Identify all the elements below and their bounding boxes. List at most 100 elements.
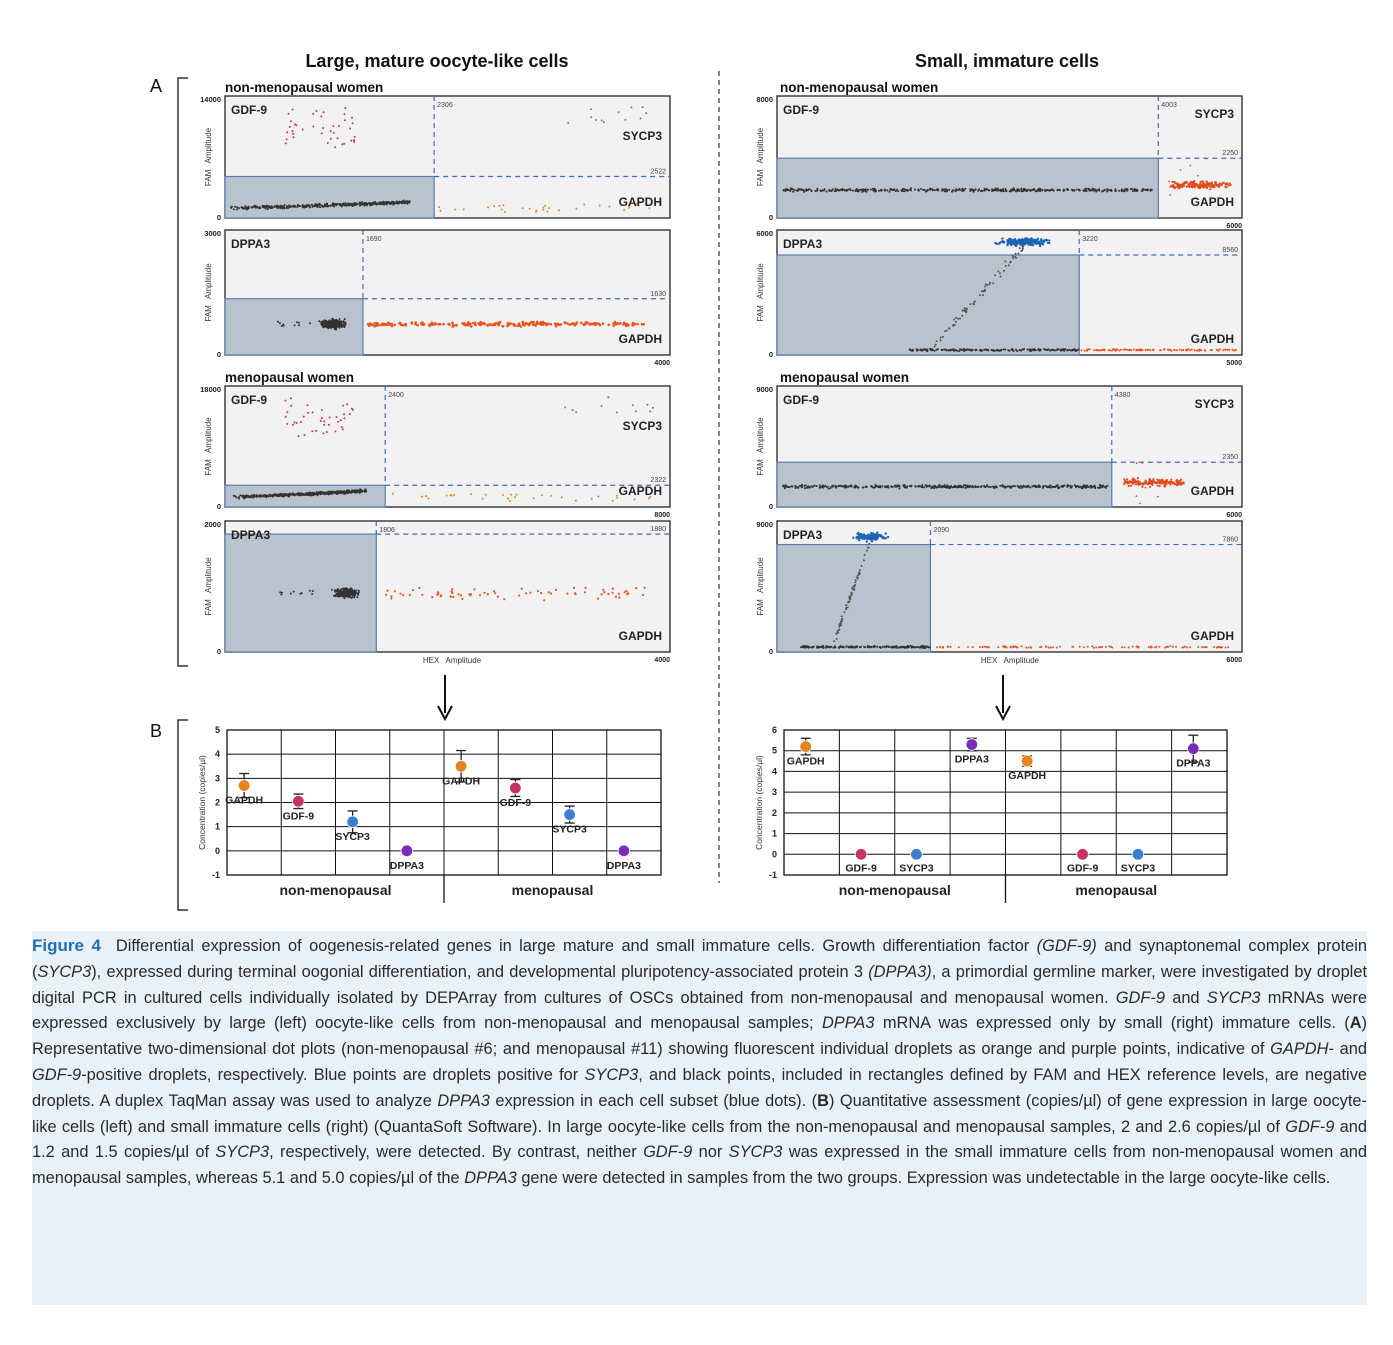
- right-conc-chart-group-label-menopausal: menopausal: [1075, 882, 1157, 898]
- droplet: [290, 404, 293, 407]
- right-conc-chart-point-dppa3: [965, 738, 979, 751]
- droplet: [280, 593, 283, 596]
- droplet: [448, 323, 451, 327]
- droplet: [350, 588, 353, 591]
- droplet: [566, 322, 569, 325]
- right-plot-2-xmax-tick: 5000: [1226, 360, 1242, 367]
- droplet: [332, 125, 335, 128]
- droplet: [1135, 495, 1138, 498]
- droplet: [325, 431, 328, 433]
- droplet: [351, 116, 353, 119]
- droplet: [933, 485, 936, 488]
- droplet: [393, 323, 397, 327]
- droplet: [239, 494, 242, 497]
- droplet: [840, 615, 843, 618]
- droplet: [1228, 348, 1231, 351]
- droplet: [297, 435, 300, 438]
- droplet: [474, 323, 477, 327]
- droplet: [955, 189, 958, 192]
- droplet: [869, 188, 872, 191]
- droplet: [1088, 348, 1091, 351]
- droplet: [791, 485, 794, 488]
- figure-caption: Figure 4 Differential expression of ooge…: [32, 933, 1367, 1192]
- droplet: [910, 189, 913, 192]
- droplet: [352, 592, 355, 595]
- droplet: [370, 323, 374, 326]
- left-conc-chart-point-dppa3: [617, 844, 631, 858]
- droplet: [865, 190, 868, 193]
- droplet: [1040, 646, 1042, 649]
- droplet: [1009, 261, 1012, 264]
- droplet: [540, 592, 543, 595]
- droplet: [354, 593, 357, 596]
- droplet: [1032, 238, 1036, 241]
- left-plot-4-droplets: [279, 586, 646, 602]
- droplet: [879, 486, 882, 489]
- droplet: [1049, 486, 1052, 489]
- droplet: [1000, 349, 1003, 352]
- droplet: [1063, 189, 1066, 192]
- droplet: [299, 493, 302, 496]
- droplet: [527, 323, 531, 327]
- droplet: [431, 596, 434, 599]
- droplet: [1134, 480, 1137, 483]
- droplet: [980, 290, 983, 293]
- left-non-menopausal-header: non-menopausal women: [225, 80, 383, 95]
- droplet: [425, 495, 428, 498]
- droplet: [571, 322, 575, 325]
- droplet: [1039, 244, 1042, 248]
- droplet: [623, 209, 626, 211]
- droplet: [995, 486, 997, 489]
- left-plot-2-xmax-tick: 4000: [654, 360, 670, 367]
- droplet: [1017, 241, 1020, 244]
- droplet: [307, 493, 310, 496]
- droplet: [1103, 189, 1106, 192]
- droplet: [431, 322, 434, 326]
- left-plot-2-vline-value: 1690: [366, 236, 382, 243]
- droplet: [622, 321, 626, 325]
- droplet: [919, 349, 922, 352]
- droplet: [322, 127, 325, 129]
- droplet: [277, 205, 280, 208]
- droplet: [1150, 646, 1153, 649]
- droplet: [886, 189, 889, 192]
- droplet: [334, 589, 337, 592]
- right-plot-4-vline-value: 2090: [933, 527, 949, 534]
- droplet: [855, 536, 858, 539]
- droplet: [998, 241, 1001, 244]
- droplet: [972, 189, 975, 192]
- droplet: [1147, 646, 1150, 649]
- droplet: [1032, 484, 1035, 487]
- droplet: [991, 190, 994, 193]
- droplet: [1163, 483, 1166, 486]
- droplet: [922, 348, 925, 351]
- droplet: [807, 485, 810, 488]
- caption-segment: - and: [1328, 1040, 1368, 1059]
- caption-segment: , and black points, included in rectangl…: [32, 1065, 1368, 1110]
- droplet: [996, 187, 999, 190]
- droplet: [336, 491, 339, 494]
- droplet: [894, 646, 896, 648]
- right-plot-1-lower-gene-label: GAPDH: [1191, 195, 1234, 209]
- droplet: [887, 645, 890, 648]
- droplet: [535, 209, 538, 212]
- droplet: [633, 498, 636, 501]
- droplet: [1170, 478, 1173, 481]
- droplet: [324, 205, 327, 208]
- droplet: [264, 494, 267, 497]
- droplet: [341, 143, 344, 146]
- droplet: [603, 591, 606, 594]
- droplet: [1203, 184, 1206, 187]
- droplet: [1158, 484, 1161, 487]
- droplet: [1058, 189, 1061, 192]
- droplet: [281, 494, 284, 497]
- droplet: [344, 589, 347, 592]
- droplet: [411, 589, 415, 592]
- left-plot-4-xmax-tick: 4000: [654, 657, 670, 664]
- droplet: [1049, 646, 1052, 649]
- droplet: [380, 322, 384, 326]
- droplet: [1044, 188, 1047, 191]
- droplet: [1095, 349, 1098, 352]
- droplet: [1009, 239, 1012, 243]
- droplet: [784, 484, 787, 487]
